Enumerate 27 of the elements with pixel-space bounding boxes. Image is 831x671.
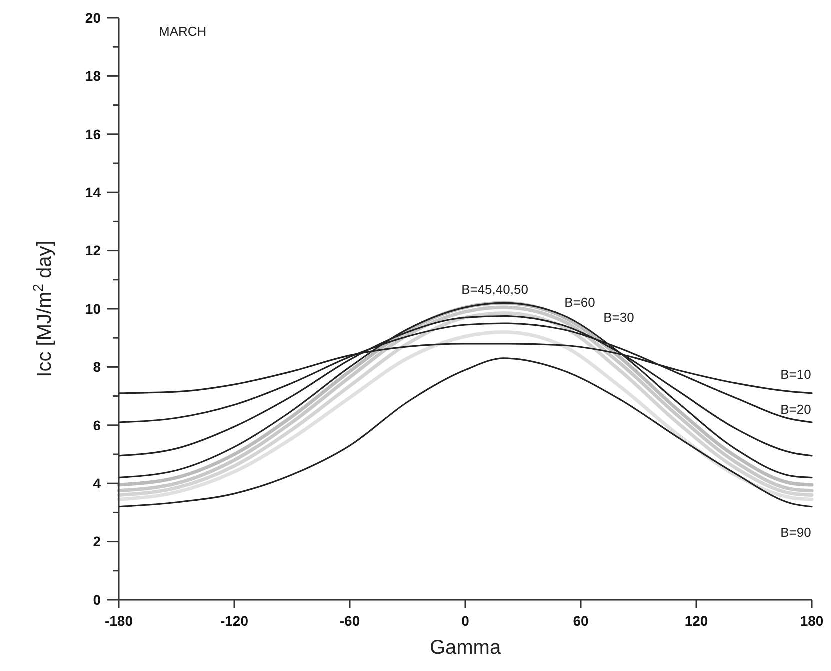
y-tick-label: 12 (85, 242, 102, 259)
y-tick-label: 4 (93, 476, 102, 492)
annotation: B=90 (780, 525, 812, 540)
line-series (118, 358, 813, 508)
y-tick-label: 0 (93, 592, 102, 608)
y-tick-label: 20 (85, 10, 102, 26)
y-tick-label: 2 (93, 534, 102, 550)
x-tick-label: -60 (340, 613, 360, 629)
x-tick-label: -120 (220, 613, 249, 629)
y-tick-label: 16 (85, 126, 102, 142)
x-tick-label: -180 (104, 613, 134, 629)
y-tick-label: 10 (85, 300, 102, 317)
annotation: B=60 (564, 295, 596, 310)
y-tick-label: 8 (93, 359, 102, 376)
y-tick-label: 14 (85, 184, 102, 200)
y-tick-label: 18 (85, 68, 102, 84)
annotation: B=10 (780, 367, 812, 382)
x-tick-label: 120 (684, 613, 708, 629)
x-tick-label: 60 (573, 613, 589, 629)
x-axis-title: Gamma (430, 637, 502, 659)
x-tick-label: 0 (462, 613, 470, 629)
annotation: B=45,40,50 (462, 282, 528, 297)
y-tick-label: 6 (93, 417, 102, 434)
text: MARCH (159, 24, 207, 39)
x-tick-label: 180 (800, 613, 824, 629)
annotation: B=30 (604, 310, 634, 325)
annotation: B=20 (780, 402, 812, 417)
